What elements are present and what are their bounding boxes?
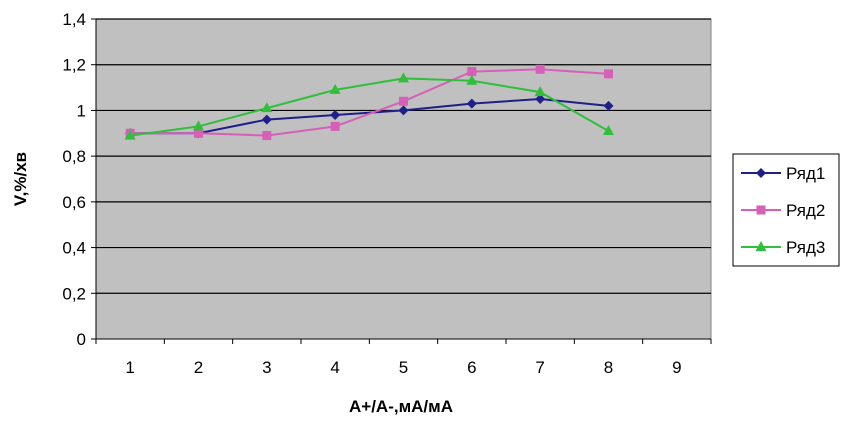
y-tick-label: 0 [77,330,86,349]
data-point [398,105,409,116]
data-point [261,102,273,113]
y-tick-label: 0,8 [62,147,86,166]
legend-label: Ряд1 [786,164,825,183]
y-tick-label: 1 [77,101,86,120]
series-layer [124,64,614,141]
data-point [398,72,409,83]
x-tick-label: 7 [535,358,544,377]
series-line [130,68,609,137]
data-point [534,86,546,97]
y-tick-label: 1,4 [62,10,86,29]
plot-area [95,18,712,340]
data-point [603,125,614,135]
x-axis-title: A+/A-,мА/мА [349,397,453,416]
x-tick-label: 8 [604,358,613,377]
series-1 [125,94,614,139]
x-tick-label: 1 [125,358,134,377]
data-point [399,96,408,106]
data-point [193,120,204,131]
data-point [535,64,545,74]
y-tick-label: 0,2 [62,284,86,303]
x-tick-label: 9 [672,358,681,377]
data-point [603,100,614,111]
y-tick-label: 0,6 [62,193,86,212]
data-point [124,129,136,140]
legend-marker [755,241,767,251]
data-point [262,131,272,141]
legend-item: Ряд3 [741,238,825,257]
legend-marker [756,168,766,178]
legend-item: Ряд1 [741,164,825,183]
data-point [329,83,341,94]
data-point [466,98,477,109]
data-point [604,69,613,79]
x-tick-label: 3 [262,358,271,377]
data-point [467,67,477,77]
legend-item: Ряд2 [741,201,825,220]
legend-label: Ряд2 [786,201,825,220]
y-tick-label: 0,4 [62,239,86,258]
x-tick-label: 6 [467,358,476,377]
y-tick-label: 1,2 [62,56,86,75]
series-line [130,97,609,135]
x-tick-label: 5 [399,358,408,377]
series-3 [124,72,614,140]
legend: Ряд1 Ряд2 Ряд3 [732,153,840,267]
x-tick-label: 2 [194,358,203,377]
data-point [330,121,340,131]
legend-marker [756,205,766,215]
data-point [194,128,203,138]
data-point [466,74,478,85]
legend-label: Ряд3 [786,238,825,257]
y-axis-title: V,%/хв [11,152,30,206]
series-line [130,77,609,137]
data-point [535,94,546,104]
data-point [261,114,272,125]
x-tick-label: 4 [330,358,339,377]
axes: 0 0,2 0,4 0,6 0,8 1 1,2 1,4 1 2 3 4 5 6 7 8 9 [62,10,712,377]
data-point [330,110,341,120]
